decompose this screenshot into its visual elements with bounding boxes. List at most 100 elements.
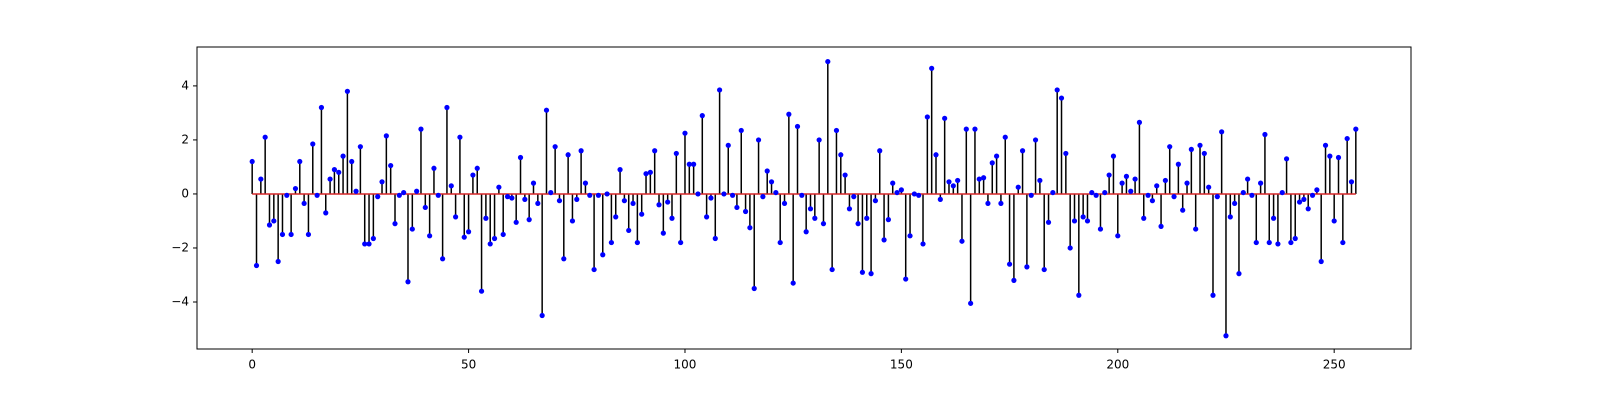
stem-marker — [1032, 137, 1039, 143]
stem-marker — [595, 192, 602, 198]
stem-marker — [1132, 176, 1138, 182]
stem-marker — [258, 176, 264, 182]
stem-marker — [903, 276, 909, 282]
stem-marker — [859, 269, 866, 275]
stem-marker — [617, 167, 623, 173]
stem-marker — [1253, 239, 1259, 246]
stem-marker — [1184, 180, 1190, 186]
stem-marker — [301, 200, 307, 207]
stem-marker — [989, 160, 995, 166]
stem-marker — [305, 231, 312, 238]
stem-marker — [405, 279, 411, 285]
stem-marker — [444, 104, 450, 111]
stem-marker — [942, 115, 948, 121]
y-tick-label: −2 — [171, 240, 189, 254]
stem-marker — [1089, 189, 1095, 196]
stem-marker — [253, 262, 260, 269]
stem-marker — [768, 179, 775, 185]
stem-marker — [401, 189, 407, 196]
stem-marker — [760, 194, 766, 200]
stem-marker — [427, 233, 433, 239]
stem-marker — [1050, 189, 1056, 196]
stem-marker — [1149, 198, 1156, 204]
stem-marker — [440, 256, 446, 262]
stem-marker — [1102, 189, 1108, 196]
stem-marker — [388, 162, 394, 169]
stem-marker — [292, 185, 299, 192]
stem-marker — [262, 134, 268, 140]
stem-marker — [816, 137, 822, 143]
stem-marker — [370, 235, 376, 242]
stem-marker — [349, 158, 355, 165]
stem-marker — [656, 202, 662, 208]
stem-marker — [543, 107, 550, 113]
stem-marker — [1141, 215, 1147, 221]
stem-marker — [1015, 184, 1021, 190]
stem-marker — [1201, 150, 1207, 157]
stem-marker — [985, 200, 991, 207]
stem-marker — [1331, 218, 1337, 224]
stem-marker — [1193, 226, 1199, 232]
stem-marker — [669, 215, 675, 221]
stem-marker — [323, 210, 329, 216]
stem-marker — [288, 231, 294, 238]
stem-marker — [1167, 144, 1173, 150]
stem-marker — [1175, 161, 1181, 167]
stem-marker — [621, 198, 627, 204]
stem-marker — [582, 180, 589, 186]
stem-marker — [539, 312, 545, 319]
stem-marker — [734, 204, 740, 211]
stem-marker — [271, 218, 277, 224]
stem-marker — [1093, 192, 1099, 198]
x-tick-label: 100 — [674, 358, 697, 372]
stem-marker — [375, 194, 381, 200]
stem-marker — [457, 134, 463, 140]
stem-marker — [1037, 177, 1043, 184]
stem-marker — [1011, 277, 1017, 283]
stem-marker — [452, 214, 459, 220]
stem-marker — [587, 192, 593, 198]
stem-marker — [1206, 184, 1212, 190]
stem-marker — [418, 126, 424, 132]
stem-marker — [1249, 192, 1255, 198]
stem-marker — [950, 183, 956, 189]
stem-marker — [266, 222, 273, 228]
stem-marker — [1219, 129, 1225, 135]
stem-marker — [1110, 153, 1117, 159]
stem-marker — [807, 206, 814, 212]
stem-marker — [820, 221, 827, 227]
stem-marker — [742, 208, 749, 215]
y-tick-label: −4 — [171, 294, 189, 308]
x-tick-label: 150 — [890, 358, 913, 372]
stem-marker — [478, 288, 485, 294]
stem-marker — [461, 234, 467, 240]
stem-marker — [626, 227, 632, 234]
stem-marker — [851, 194, 857, 200]
stem-marker — [647, 169, 653, 175]
stem-marker — [833, 127, 840, 134]
x-tick-label: 250 — [1323, 358, 1346, 372]
stem-marker — [686, 161, 692, 167]
stem-marker — [1214, 194, 1220, 200]
stem-marker — [998, 200, 1004, 207]
stem-marker — [1270, 215, 1277, 221]
stem-marker — [1296, 199, 1303, 205]
stem-marker — [1275, 241, 1281, 247]
stem-marker — [474, 165, 480, 171]
stem-marker — [1071, 218, 1078, 224]
stem-marker — [487, 241, 493, 247]
stem-marker — [881, 237, 887, 243]
stem-marker — [829, 266, 835, 273]
stem-marker — [634, 239, 640, 246]
stem-marker — [781, 200, 788, 207]
stem-marker — [275, 258, 281, 265]
stem-marker — [1210, 292, 1216, 298]
stem-marker — [1232, 200, 1238, 207]
stem-marker — [803, 229, 809, 235]
stem-marker — [530, 180, 537, 186]
stem-marker — [1327, 153, 1333, 159]
y-tick-label: 0 — [181, 186, 189, 200]
stem-marker — [1279, 189, 1285, 196]
stem-marker — [297, 158, 303, 165]
stem-marker — [1041, 266, 1047, 273]
